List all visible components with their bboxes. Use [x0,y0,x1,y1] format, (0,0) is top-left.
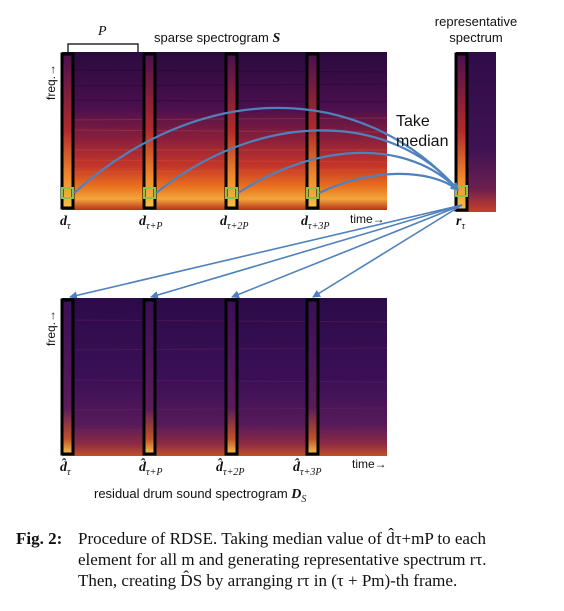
top-frame-label-1: dτ [60,214,71,232]
title-symbol-s: S [272,31,281,46]
bottom-frame-label-1: d̂τ [60,460,71,478]
bottom-frame-label-4: d̂τ+3P [293,460,322,478]
title-symbol-ds: DS [291,487,307,505]
bin-highlight [143,187,156,199]
period-bracket [67,43,139,52]
top-frame-label-2: dτ+P [139,214,163,232]
residual-spectrogram-title: residual drum sound spectrogram DS [94,486,307,505]
representative-spectrum-title: representative spectrum [434,14,518,45]
caption-line-3: Then, creating D̂S by arranging rτ in (τ… [78,571,458,590]
top-frame-3 [224,52,239,210]
figure-label: Fig. 2: [16,529,63,548]
take-median-label: Take median [396,113,449,150]
caption-line-1: Fig. 2: Procedure of RDSE. Taking median … [16,529,487,548]
bottom-frame-3 [224,298,239,456]
bottom-frame-label-3: d̂τ+2P [216,460,245,478]
bottom-freq-axis-label: freq.→ [44,309,58,346]
top-frame-1 [60,52,75,210]
rdse-figure [60,43,496,456]
top-frame-label-3: dτ+2P [220,214,249,232]
distribute-arrows [69,204,463,300]
rep-spectrum-label: rτ [456,214,466,232]
bin-highlight [306,187,319,199]
bin-highlight [61,187,74,199]
rep-bin-highlight [455,185,468,197]
bin-highlight [225,187,238,199]
top-time-axis-label: time→ [350,212,385,226]
sparse-spectrogram-title: sparse spectrogram S [154,30,281,46]
bottom-frame-4 [305,298,320,456]
representative-frame [454,52,469,212]
period-label: P [98,24,107,39]
caption-line-2: element for all m and generating represe… [78,550,487,569]
top-frame-label-4: dτ+3P [301,214,330,232]
top-frame-2 [142,52,157,210]
bottom-time-axis-label: time→ [352,457,387,471]
top-freq-axis-label: freq.→ [44,63,58,100]
bottom-frame-label-2: d̂τ+P [139,460,163,478]
figure-caption: Fig. 2: Procedure of RDSE. Taking median … [16,528,552,591]
bottom-frame-2 [142,298,157,456]
bottom-frame-1 [60,298,75,456]
median-arrows [73,106,459,194]
